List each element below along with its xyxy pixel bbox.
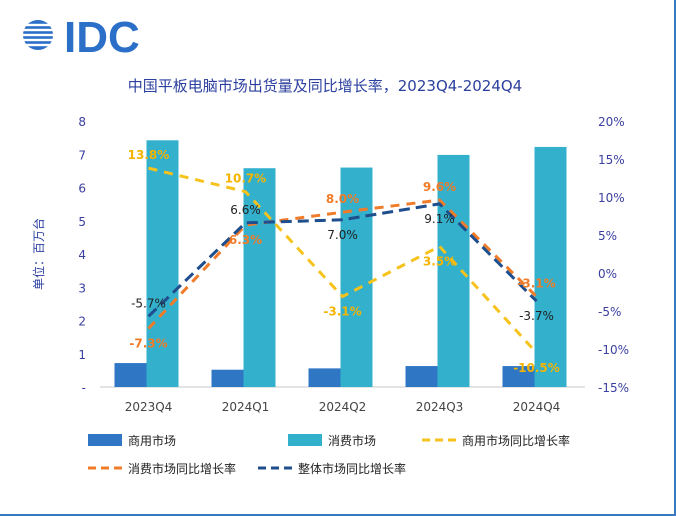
bar-consumer (146, 140, 179, 387)
y2-tick-label: 15% (598, 153, 625, 167)
y2-tick-label: -15% (598, 381, 629, 395)
bar-consumer (340, 167, 373, 387)
globe-stripe (22, 28, 54, 32)
bar-commercial (211, 369, 244, 387)
line-data-label: 13.8% (128, 148, 170, 162)
y-tick-label: 7 (78, 148, 86, 162)
bar-consumer (243, 168, 276, 387)
y2-tick-label: -5% (598, 305, 621, 319)
line-data-label: -3.7% (519, 309, 554, 323)
line-data-label: 10.7% (225, 172, 267, 186)
line-data-label: -10.5% (513, 361, 560, 375)
x-tick-label: 2024Q4 (513, 400, 561, 414)
y-tick-label: 1 (78, 348, 86, 362)
y2-tick-label: 20% (598, 115, 625, 129)
logo-text: IDC (64, 13, 140, 62)
line-data-label: 3.5% (423, 254, 456, 268)
y-tick-label: 8 (78, 115, 86, 129)
bar-consumer (437, 154, 470, 387)
line-data-label: 7.0% (327, 228, 358, 242)
chart-title: 中国平板电脑市场出货量及同比增长率，2023Q4-2024Q4 (128, 77, 522, 95)
globe-stripe (22, 43, 54, 47)
y-tick-label: - (82, 381, 86, 395)
legend-swatch (88, 434, 122, 446)
legend-label: 消费市场 (328, 433, 376, 448)
globe-stripe (22, 38, 54, 42)
idc-logo: IDC (22, 13, 140, 62)
line-series-2 (147, 202, 538, 318)
y2-tick-label: -10% (598, 343, 629, 357)
y2-tick-label: 10% (598, 191, 625, 205)
line-data-label: -5.7% (131, 296, 166, 310)
globe-stripe (22, 23, 54, 27)
bar-commercial (114, 363, 147, 387)
y-tick-label: 6 (78, 182, 86, 196)
y-axis-label: 单位：百万台 (31, 218, 46, 290)
legend-swatch (288, 434, 322, 446)
bar-commercial (502, 366, 535, 387)
y-tick-label: 3 (78, 281, 86, 295)
x-tick-label: 2023Q4 (125, 400, 173, 414)
line-data-label: 6.3% (229, 233, 262, 247)
line-series-0 (148, 166, 538, 354)
bar-commercial (308, 368, 341, 387)
globe-icon (22, 20, 54, 50)
line-data-label: 9.1% (424, 212, 455, 226)
legend-label: 整体市场同比增长率 (298, 461, 406, 476)
y2-tick-label: 5% (598, 229, 617, 243)
line-data-label: 6.6% (230, 203, 261, 217)
line-data-label: -3.1% (323, 305, 361, 319)
legend-label: 消费市场同比增长率 (128, 461, 236, 476)
bar-commercial (405, 366, 438, 387)
line-data-label: 9.6% (423, 180, 456, 194)
line-data-label: -7.3% (129, 336, 167, 350)
line-data-label: -3.1% (517, 277, 555, 291)
globe-stripe (22, 33, 54, 37)
y2-tick-label: 0% (598, 267, 617, 281)
plot-area: - 1 2 3 4 5 6 7 8 -15% -10% -5% 0% 5% 10% 15% 20% 2023Q4 2… (78, 115, 629, 414)
x-tick-label: 2024Q1 (222, 400, 270, 414)
y-tick-label: 5 (78, 215, 86, 229)
y-tick-label: 4 (78, 248, 86, 262)
y-tick-label: 2 (78, 315, 86, 329)
legend-label: 商用市场同比增长率 (462, 433, 570, 448)
x-tick-label: 2024Q3 (416, 400, 464, 414)
legend-label: 商用市场 (128, 433, 176, 448)
line-data-label: 8.0% (326, 192, 359, 206)
x-tick-label: 2024Q2 (319, 400, 367, 414)
bar-consumer (534, 146, 567, 387)
